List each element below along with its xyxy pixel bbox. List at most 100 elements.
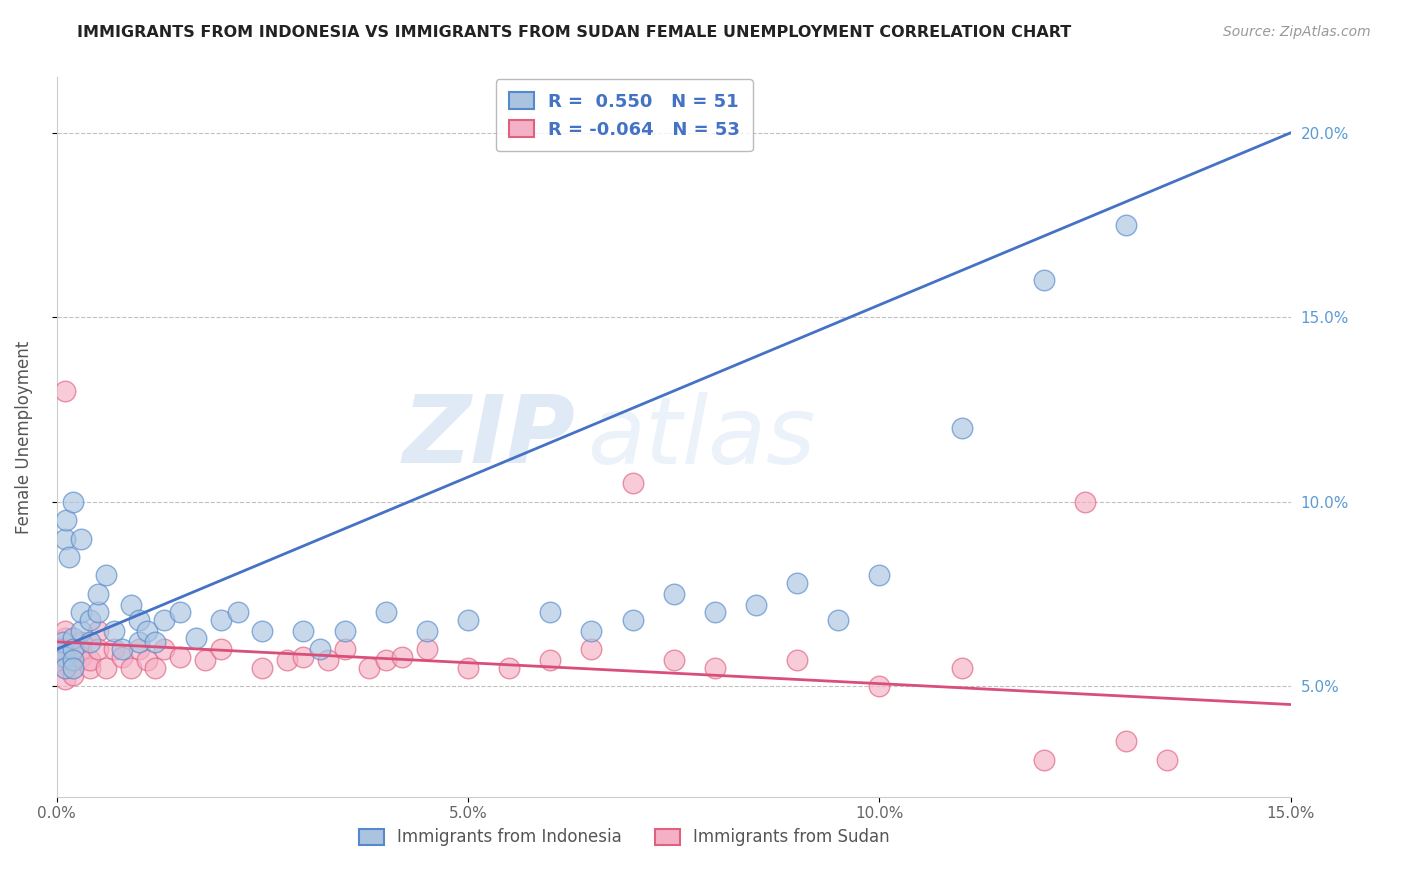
Point <box>457 660 479 674</box>
Point <box>662 653 685 667</box>
Point <box>53 660 76 674</box>
Point <box>62 642 84 657</box>
Point <box>55 513 77 527</box>
Point <box>70 624 93 638</box>
Point <box>581 624 603 638</box>
Point <box>581 642 603 657</box>
Point <box>87 642 110 657</box>
Point <box>950 421 973 435</box>
Point <box>186 631 208 645</box>
Point <box>62 653 84 667</box>
Point <box>53 660 76 674</box>
Point <box>316 653 339 667</box>
Point <box>457 613 479 627</box>
Point <box>662 587 685 601</box>
Point <box>309 642 332 657</box>
Point <box>49 642 72 657</box>
Point <box>621 613 644 627</box>
Point <box>276 653 298 667</box>
Point <box>703 605 725 619</box>
Point <box>538 653 561 667</box>
Point <box>333 624 356 638</box>
Point <box>827 613 849 627</box>
Point <box>1115 734 1137 748</box>
Point <box>136 624 159 638</box>
Point <box>1032 273 1054 287</box>
Point <box>169 605 191 619</box>
Point <box>87 605 110 619</box>
Point <box>62 494 84 508</box>
Point <box>79 653 101 667</box>
Y-axis label: Female Unemployment: Female Unemployment <box>15 341 32 533</box>
Point <box>359 660 381 674</box>
Point <box>53 532 76 546</box>
Point <box>62 660 84 674</box>
Point <box>252 660 274 674</box>
Point <box>52 635 75 649</box>
Point <box>58 549 80 564</box>
Point <box>333 642 356 657</box>
Point <box>1115 218 1137 232</box>
Text: IMMIGRANTS FROM INDONESIA VS IMMIGRANTS FROM SUDAN FEMALE UNEMPLOYMENT CORRELATI: IMMIGRANTS FROM INDONESIA VS IMMIGRANTS … <box>77 25 1071 40</box>
Point <box>53 624 76 638</box>
Point <box>53 672 76 686</box>
Point <box>70 649 93 664</box>
Point <box>194 653 217 667</box>
Text: ZIP: ZIP <box>402 391 575 483</box>
Point <box>62 653 84 667</box>
Point <box>621 476 644 491</box>
Point <box>143 660 166 674</box>
Point <box>209 613 232 627</box>
Point <box>1032 753 1054 767</box>
Point <box>120 598 142 612</box>
Point <box>292 624 315 638</box>
Point <box>209 642 232 657</box>
Point <box>94 568 117 582</box>
Point <box>498 660 520 674</box>
Point <box>70 635 93 649</box>
Point <box>103 624 125 638</box>
Point <box>169 649 191 664</box>
Point <box>374 605 396 619</box>
Point <box>62 642 84 657</box>
Point <box>416 624 439 638</box>
Point <box>374 653 396 667</box>
Point <box>136 653 159 667</box>
Point <box>538 605 561 619</box>
Point <box>87 587 110 601</box>
Point <box>111 642 134 657</box>
Point <box>79 635 101 649</box>
Point <box>62 668 84 682</box>
Point <box>53 384 76 398</box>
Point <box>120 660 142 674</box>
Point <box>1156 753 1178 767</box>
Point <box>53 649 76 664</box>
Point <box>128 635 150 649</box>
Point <box>868 568 890 582</box>
Point <box>111 649 134 664</box>
Point <box>391 649 413 664</box>
Point <box>745 598 768 612</box>
Point <box>128 642 150 657</box>
Point <box>416 642 439 657</box>
Text: Source: ZipAtlas.com: Source: ZipAtlas.com <box>1223 25 1371 39</box>
Point <box>70 532 93 546</box>
Point <box>103 642 125 657</box>
Point <box>786 575 808 590</box>
Point <box>950 660 973 674</box>
Point <box>786 653 808 667</box>
Point <box>226 605 249 619</box>
Point <box>53 653 76 667</box>
Point <box>62 631 84 645</box>
Point <box>53 631 76 645</box>
Point <box>49 642 72 657</box>
Point <box>128 613 150 627</box>
Point <box>62 660 84 674</box>
Text: atlas: atlas <box>588 392 815 483</box>
Point <box>143 635 166 649</box>
Point <box>868 679 890 693</box>
Point <box>70 642 93 657</box>
Point <box>94 660 117 674</box>
Point <box>292 649 315 664</box>
Point <box>79 660 101 674</box>
